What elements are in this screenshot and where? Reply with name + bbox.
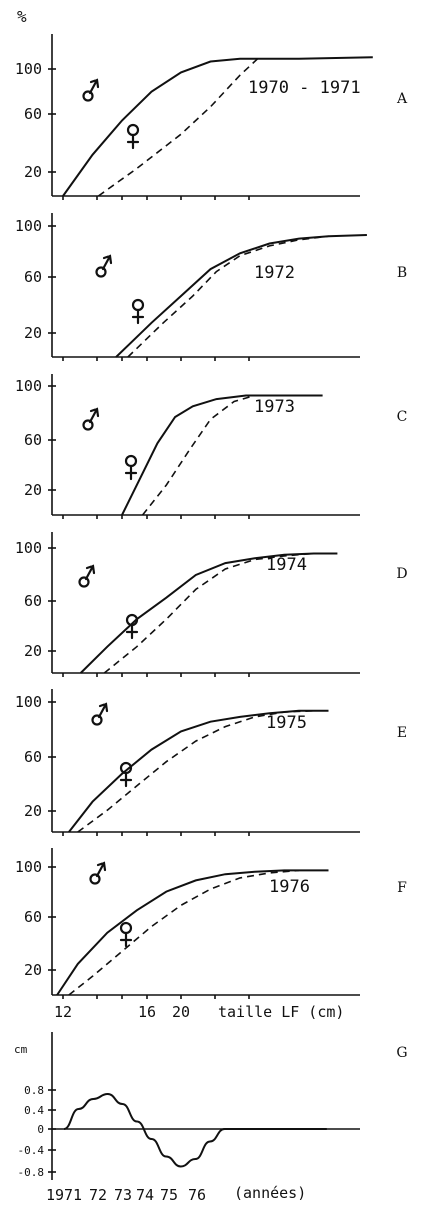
panel-B: 20 60 100 1972 B [15,213,407,361]
female-curve [103,552,314,674]
male-symbol-circle [89,873,101,885]
male-symbol-arrow [97,702,109,719]
female-symbol-cross [125,623,139,640]
panel-label: D [396,566,407,582]
x-tick-label: 74 [136,1186,154,1204]
panel-label: C [397,409,408,425]
x-tick-label: 20 [172,1003,190,1021]
y-tick-label: 20 [24,802,42,820]
y-tick-label: 20 [24,961,42,979]
y-tick-label: 60 [24,431,42,449]
male-symbol-circle [78,576,90,588]
y-tick-label: 100 [15,693,42,711]
male-symbol-circle [91,714,103,726]
year-label: 1976 [269,877,310,897]
y-tick-label: 0.8 [24,1084,44,1097]
panel-D: 20 60 100 1974 D [15,532,408,677]
x-tick-label: 76 [188,1186,206,1204]
x-tick-label: 75 [160,1186,178,1204]
y-tick-label: 100 [15,377,42,395]
female-symbol-cross [119,771,133,788]
y-tick-label: 100 [15,217,42,235]
y-tick-label: 60 [24,105,42,123]
y-tick-label: 100 [15,858,42,876]
male-symbol-arrow [84,564,96,581]
male-curve [115,234,367,358]
y-axis-label: % [17,7,27,26]
y-tick-label: 20 [24,642,42,660]
female-symbol-cross [131,308,145,325]
x-tick-label: 73 [114,1186,132,1204]
y-tick-label: 60 [24,592,42,610]
year-label: 1974 [266,555,307,575]
y-tick-label: 60 [24,748,42,766]
y-tick-label: -0.8 [18,1166,45,1179]
y-tick-label: 0 [37,1123,44,1136]
panel-E: 20 60 100 1975 E [15,689,407,836]
panel-label: G [396,1045,407,1061]
male-symbol-circle [82,90,94,102]
y-tick-label: -0.4 [18,1144,45,1157]
y-tick-label: 60 [24,268,42,286]
x-axis-label: (années) [234,1184,306,1202]
female-symbol-cross [119,931,133,948]
male-curve [121,394,323,516]
y-tick-label: 0.4 [24,1104,44,1117]
female-symbol-cross [124,464,138,481]
year-label: 1973 [254,397,295,417]
female-curve [127,235,329,358]
male-symbol-arrow [101,254,113,271]
x-tick-label: 72 [89,1186,107,1204]
female-curve [77,710,314,833]
male-symbol-arrow [95,861,107,878]
panel-label: F [397,880,407,896]
year-label: 1970 - 1971 [248,78,361,98]
panel-label: A [396,91,408,107]
x-tick-label: 12 [54,1003,72,1021]
male-curve [62,56,373,197]
panel-A: 20 60 100% 1970 - 1971 A [15,7,408,200]
y-tick-label: 100 [15,539,42,557]
x-tick-label: 16 [138,1003,156,1021]
female-curve [97,58,259,197]
y-tick-label: 20 [24,324,42,342]
panel-F: 20 60 100 1976 F 12 16 20 taille LF (cm) [15,848,407,1021]
y-tick-label: 20 [24,481,42,499]
male-symbol-arrow [88,407,100,424]
female-curve [68,869,300,996]
year-label: 1975 [266,713,307,733]
male-curve [56,869,329,996]
panel-label: B [397,265,407,281]
female-symbol-circle [124,454,138,468]
y-axis-label: cm [14,1043,28,1056]
male-curve [79,552,338,674]
panel-C: 20 60 100 1973 C [15,374,407,519]
female-symbol-circle [131,298,145,312]
panel-label: E [397,725,407,741]
y-tick-label: 60 [24,908,42,926]
year-label: 1972 [254,263,295,283]
male-symbol-circle [82,419,94,431]
x-axis-label: taille LF (cm) [218,1003,344,1021]
female-symbol-circle [126,123,140,137]
y-tick-label: 100 [15,60,42,78]
male-symbol-arrow [88,78,100,95]
male-symbol-circle [95,266,107,278]
female-curve [141,394,256,516]
y-tick-label: 20 [24,163,42,181]
x-tick-label: 1971 [46,1186,82,1204]
oscillation-curve [63,1092,327,1168]
female-symbol-circle [119,921,133,935]
female-symbol-cross [126,133,140,150]
